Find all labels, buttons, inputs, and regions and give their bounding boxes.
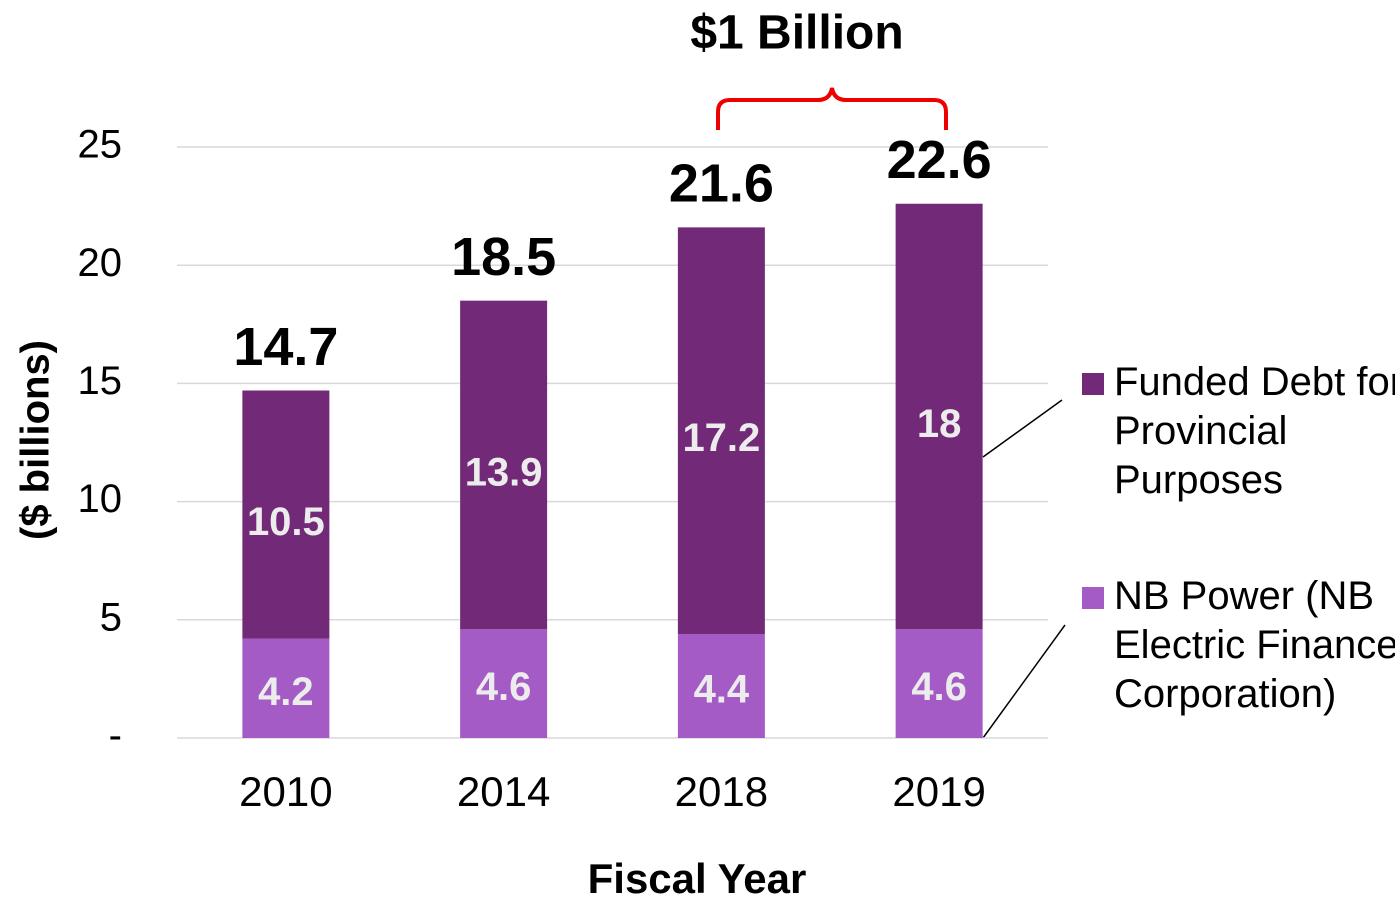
legend-swatch (1082, 587, 1104, 609)
x-tick-label: 2014 (457, 768, 550, 815)
y-tick-label: - (109, 714, 122, 758)
bar-segment (460, 300, 548, 630)
legend-swatch (1082, 373, 1104, 395)
bar-segment (677, 227, 765, 634)
total-label: 21.6 (669, 154, 774, 214)
y-tick-label: 20 (78, 241, 123, 285)
y-tick-label: 10 (78, 477, 123, 521)
bar-segment (895, 203, 983, 630)
data-label: 18 (917, 402, 962, 446)
x-tick-label: 2010 (239, 768, 332, 815)
data-label: 4.6 (476, 665, 532, 709)
x-tick-label: 2019 (892, 768, 985, 815)
leader-line (982, 399, 1063, 458)
x-tick-label: 2018 (675, 768, 768, 815)
bar-segment (895, 629, 983, 738)
leader-line (982, 624, 1066, 739)
legend-label: NB Power (NB Electric Finance Corporatio… (1114, 574, 1395, 716)
data-label: 4.4 (694, 668, 750, 712)
y-tick-label: 25 (78, 123, 123, 167)
brace (716, 87, 948, 130)
y-axis-title: ($ billions) (14, 340, 58, 540)
x-axis-title: Fiscal Year (588, 855, 807, 902)
total-label: 22.6 (887, 130, 992, 190)
bar-segment (242, 638, 330, 738)
bar-segment (677, 633, 765, 738)
total-label: 18.5 (451, 227, 556, 287)
y-tick-label: 5 (100, 595, 122, 639)
y-tick-label: 15 (78, 359, 123, 403)
data-label: 10.5 (247, 500, 325, 544)
annotation: $1 Billion (690, 7, 903, 60)
total-label: 14.7 (233, 317, 338, 377)
bar-segment (242, 390, 330, 639)
data-label: 4.2 (258, 670, 314, 714)
data-label: 17.2 (682, 416, 760, 460)
data-label: 4.6 (911, 665, 967, 709)
bar-segment (460, 629, 548, 738)
legend-label: Funded Debt for Provincial Purposes (1114, 360, 1395, 502)
data-label: 13.9 (465, 451, 543, 495)
